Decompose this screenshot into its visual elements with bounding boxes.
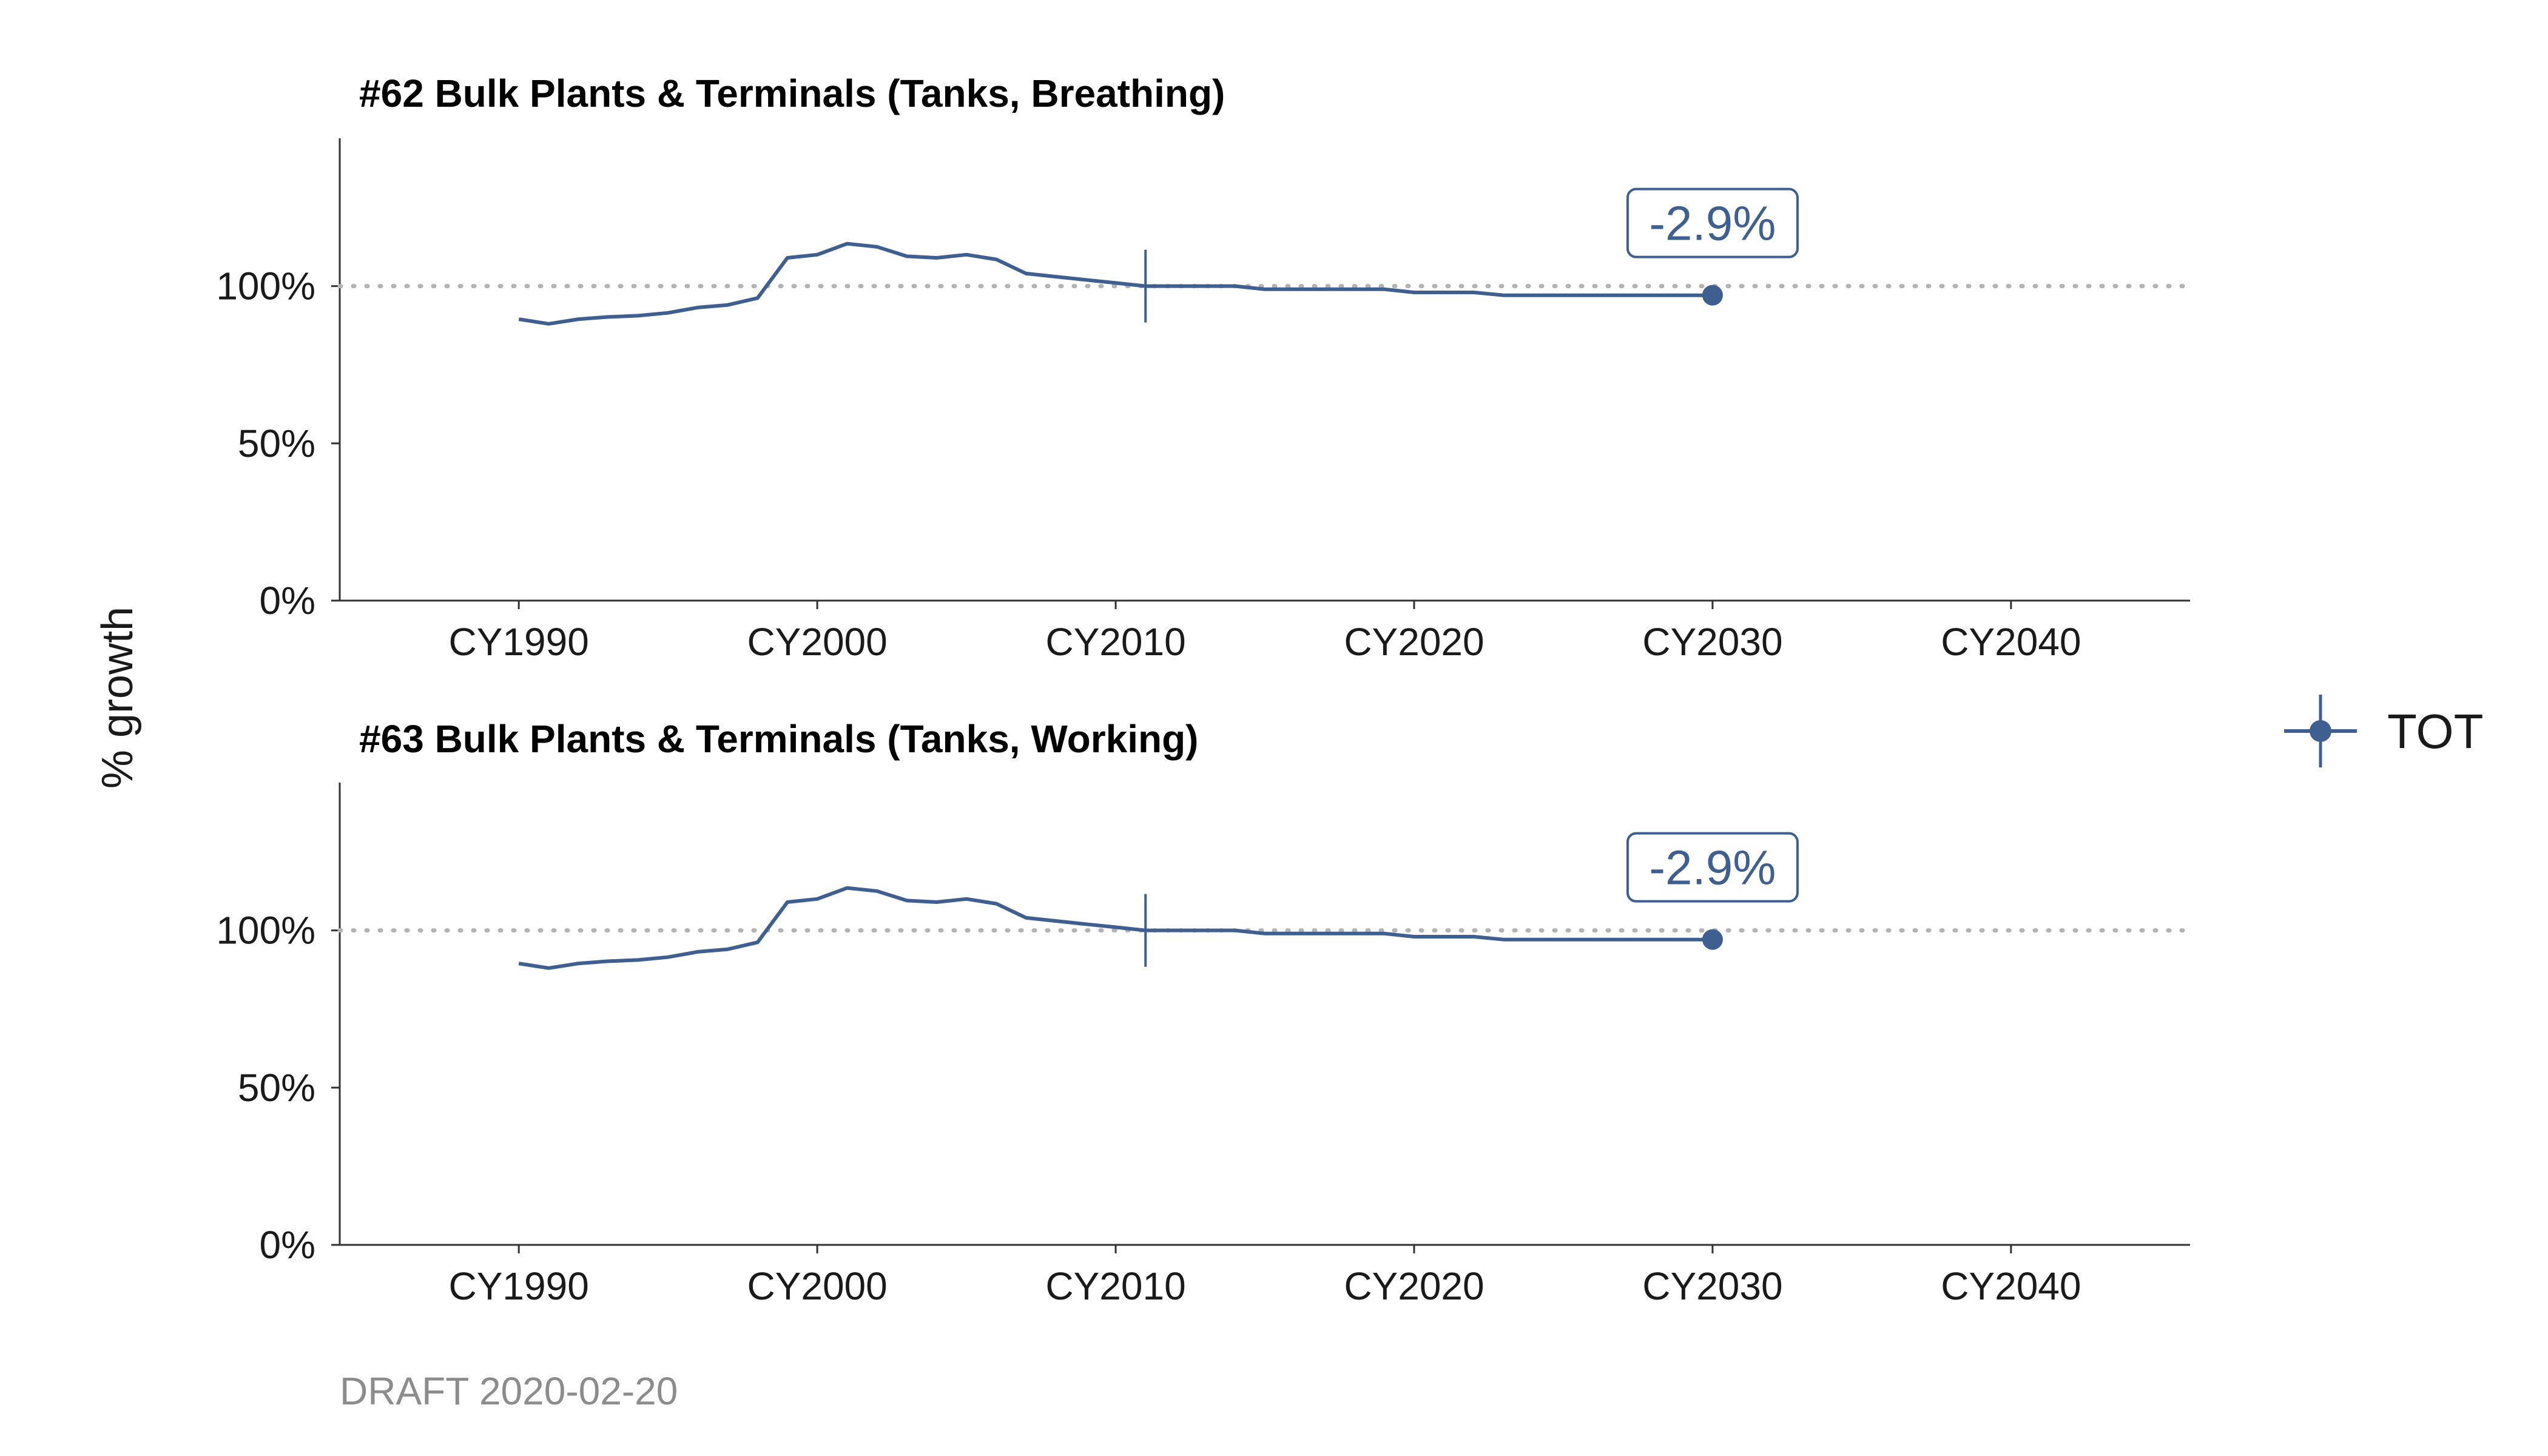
- x-tick-label: CY1990: [449, 620, 589, 664]
- x-tick-label: CY2020: [1344, 620, 1484, 664]
- chart-panels: #62 Bulk Plants & Terminals (Tanks, Brea…: [216, 72, 2192, 1308]
- annotation-box: [1626, 187, 1799, 258]
- legend-key-point: [2310, 720, 2331, 742]
- end-point: [1702, 285, 1723, 306]
- y-tick-label: 50%: [238, 422, 315, 465]
- x-tick-label: CY2030: [1642, 1264, 1782, 1308]
- chart-panel-1: #62 Bulk Plants & Terminals (Tanks, Brea…: [216, 72, 2192, 664]
- y-tick-label: 50%: [238, 1066, 315, 1110]
- y-tick-label: 0%: [260, 1223, 316, 1267]
- annotation-box: [1626, 832, 1799, 903]
- x-tick-label: CY2000: [747, 620, 887, 664]
- annotation-label: -2.9%: [1649, 197, 1776, 251]
- x-tick-label: CY1990: [449, 1264, 589, 1308]
- x-tick-label: CY2020: [1344, 1264, 1484, 1308]
- y-tick-label: 100%: [216, 265, 315, 308]
- annotation-label: -2.9%: [1649, 841, 1776, 895]
- draft-footer: DRAFT 2020-02-20: [340, 1369, 678, 1413]
- x-tick-label: CY2010: [1045, 1264, 1185, 1308]
- x-tick-label: CY2030: [1642, 620, 1782, 664]
- y-tick-label: 100%: [216, 909, 315, 952]
- series-line-tot: [518, 886, 1713, 970]
- y-tick-label: 0%: [260, 579, 316, 622]
- x-tick-label: CY2010: [1045, 620, 1185, 664]
- x-tick-label: CY2040: [1941, 620, 2081, 664]
- chart-title: #62 Bulk Plants & Terminals (Tanks, Brea…: [359, 72, 1225, 115]
- chart-panel-2: #63 Bulk Plants & Terminals (Tanks, Work…: [216, 717, 2192, 1308]
- chart-title: #63 Bulk Plants & Terminals (Tanks, Work…: [359, 717, 1198, 761]
- legend: TOT: [2284, 695, 2484, 767]
- end-point: [1702, 929, 1723, 950]
- x-tick-label: CY2000: [747, 1264, 887, 1308]
- x-tick-label: CY2040: [1941, 1264, 2081, 1308]
- series-line-tot: [518, 241, 1713, 326]
- y-axis-label: % growth: [93, 607, 142, 789]
- legend-label: TOT: [2387, 704, 2484, 758]
